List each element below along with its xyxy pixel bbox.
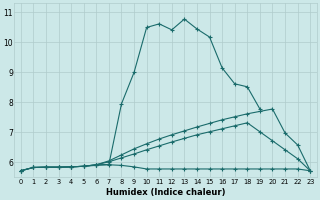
X-axis label: Humidex (Indice chaleur): Humidex (Indice chaleur) (106, 188, 225, 197)
